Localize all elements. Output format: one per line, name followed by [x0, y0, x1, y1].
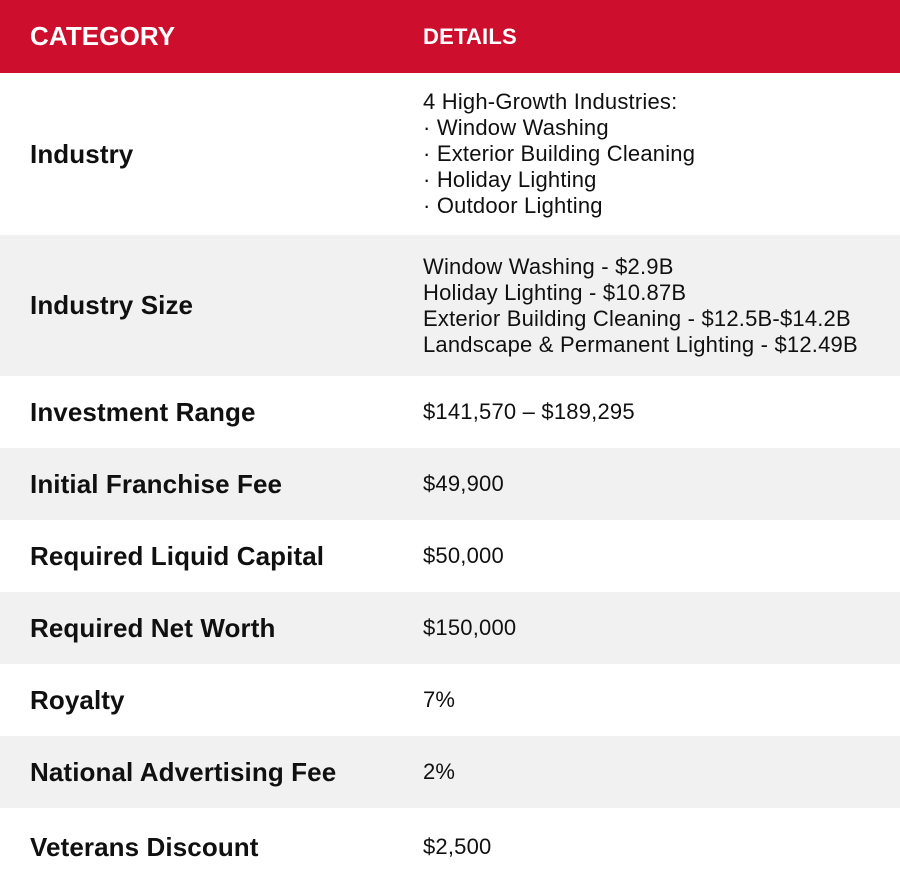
details-cell: 2%: [423, 759, 890, 785]
details-cell: $150,000: [423, 615, 890, 641]
table-row: Initial Franchise Fee $49,900: [0, 448, 900, 520]
details-line: Holiday Lighting - $10.87B: [423, 279, 687, 305]
table-row: Industry 4 High-Growth Industries: · Windo…: [0, 73, 900, 235]
details-line: $49,900: [423, 471, 504, 496]
details-line: 4 High-Growth Industries:: [423, 89, 678, 114]
details-cell: $2,500: [423, 834, 890, 860]
details-line: Exterior Building Cleaning - $12.5B-$14.…: [423, 305, 851, 331]
details-line: 7%: [423, 687, 456, 712]
details-line: $141,570 – $189,295: [423, 399, 635, 424]
category-cell: Initial Franchise Fee: [30, 468, 283, 499]
category-cell: Industry: [30, 138, 134, 169]
category-cell: Royalty: [30, 684, 125, 715]
details-line: $50,000: [423, 543, 504, 568]
details-cell: $50,000: [423, 543, 890, 569]
details-line: Landscape & Permanent Lighting - $12.49B: [423, 331, 858, 357]
category-cell: Investment Range: [30, 396, 256, 427]
details-line: · Holiday Lighting: [423, 167, 597, 192]
table-body: Industry 4 High-Growth Industries: · Windo…: [0, 73, 900, 886]
details-line: 2%: [423, 759, 456, 784]
details-cell: $141,570 – $189,295: [423, 399, 890, 425]
table-row: Veterans Discount $2,500: [0, 808, 900, 886]
table-row: Industry Size Window Washing - $2.9B Holid…: [0, 235, 900, 376]
table-row: Royalty 7%: [0, 664, 900, 736]
category-cell: Veterans Discount: [30, 831, 259, 862]
category-cell: National Advertising Fee: [30, 756, 337, 787]
category-cell: Industry Size: [30, 290, 194, 320]
table-row: Required Net Worth $150,000: [0, 592, 900, 664]
details-line: $2,500: [423, 834, 492, 859]
category-cell: Required Net Worth: [30, 612, 276, 643]
category-column-header: CATEGORY: [30, 21, 176, 51]
details-cell: $49,900: [423, 471, 890, 497]
details-cell: Window Washing - $2.9B Holiday Lighting -…: [423, 254, 890, 358]
details-cell: 7%: [423, 687, 890, 713]
details-line: $150,000: [423, 615, 517, 640]
details-column-header: DETAILS: [423, 23, 517, 49]
table-row: National Advertising Fee 2%: [0, 736, 900, 808]
details-cell: 4 High-Growth Industries: · Window Washin…: [423, 89, 890, 219]
table-row: Investment Range $141,570 – $189,295: [0, 376, 900, 448]
details-line: · Outdoor Lighting: [423, 193, 603, 218]
category-cell: Required Liquid Capital: [30, 540, 325, 571]
details-line: · Exterior Building Cleaning: [423, 141, 696, 166]
table-row: Required Liquid Capital $50,000: [0, 520, 900, 592]
details-line: Window Washing - $2.9B: [423, 253, 674, 279]
details-line: · Window Washing: [423, 115, 609, 140]
table-header: CATEGORY DETAILS: [0, 0, 900, 73]
